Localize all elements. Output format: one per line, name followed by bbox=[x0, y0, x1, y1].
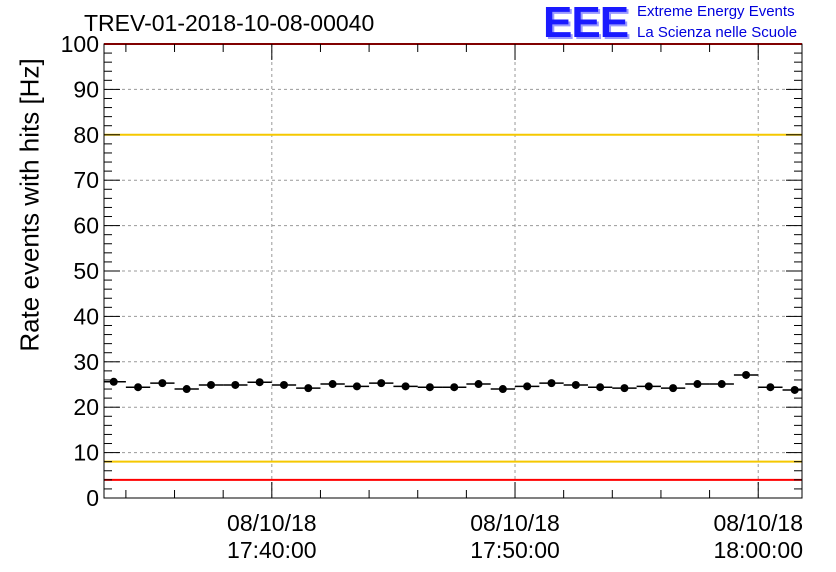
y-tick-label: 40 bbox=[73, 303, 99, 329]
y-tick-label: 10 bbox=[73, 440, 99, 466]
eee-logo: EEE bbox=[543, 0, 629, 47]
data-point bbox=[717, 380, 726, 389]
data-point bbox=[304, 384, 313, 393]
data-point bbox=[377, 379, 386, 388]
data-point bbox=[620, 384, 629, 393]
data-point bbox=[207, 380, 216, 389]
y-tick-label: 60 bbox=[73, 213, 99, 239]
y-tick-label: 90 bbox=[73, 76, 99, 102]
x-tick-time: 18:00:00 bbox=[713, 537, 803, 563]
data-point bbox=[547, 379, 556, 388]
x-tick-labels: 08/10/1817:40:0008/10/1817:50:0008/10/18… bbox=[227, 510, 803, 563]
data-point bbox=[766, 383, 775, 392]
data-point bbox=[474, 380, 483, 389]
grid-lines bbox=[104, 44, 802, 498]
data-point bbox=[328, 380, 337, 389]
data-point bbox=[279, 380, 288, 389]
logo-line-1: Extreme Energy Events bbox=[637, 3, 795, 20]
y-tick-label: 30 bbox=[73, 349, 99, 375]
reference-lines bbox=[104, 43, 802, 481]
y-tick-labels: 0 10 20 30 40 50 60 70 80 90 100 bbox=[61, 31, 99, 511]
y-tick-label: 0 bbox=[86, 485, 99, 511]
x-tick-time: 17:50:00 bbox=[470, 537, 560, 563]
data-point bbox=[571, 380, 580, 389]
data-point bbox=[498, 385, 507, 394]
y-tick-label: 20 bbox=[73, 394, 99, 420]
y-tick-label: 100 bbox=[61, 31, 99, 57]
x-tick-date: 08/10/18 bbox=[470, 510, 560, 536]
x-tick-time: 17:40:00 bbox=[227, 537, 317, 563]
data-point bbox=[352, 382, 361, 391]
data-point bbox=[255, 378, 264, 387]
y-tick-label: 80 bbox=[73, 122, 99, 148]
x-tick-date: 08/10/18 bbox=[227, 510, 317, 536]
data-point bbox=[790, 385, 799, 394]
data-point bbox=[231, 380, 240, 389]
data-point bbox=[742, 370, 751, 379]
data-point bbox=[596, 383, 605, 392]
data-point bbox=[523, 382, 532, 391]
data-point bbox=[450, 383, 459, 392]
data-points bbox=[104, 370, 802, 394]
x-tick-date: 08/10/18 bbox=[713, 510, 803, 536]
chart-title: TREV-01-2018-10-08-00040 bbox=[84, 10, 375, 36]
logo-line-2: La Scienza nelle Scuole bbox=[637, 24, 798, 41]
data-point bbox=[401, 382, 410, 391]
plot-frame bbox=[103, 43, 803, 499]
data-point bbox=[644, 382, 653, 391]
data-point bbox=[693, 380, 702, 389]
data-point bbox=[669, 384, 678, 393]
y-axis-label: Rate events with hits [Hz] bbox=[14, 58, 45, 352]
data-point bbox=[134, 383, 143, 392]
y-tick-label: 50 bbox=[73, 258, 99, 284]
y-tick-label: 70 bbox=[73, 167, 99, 193]
data-point bbox=[158, 379, 167, 388]
data-point bbox=[425, 383, 434, 392]
data-point bbox=[109, 377, 118, 386]
data-point bbox=[182, 385, 191, 394]
